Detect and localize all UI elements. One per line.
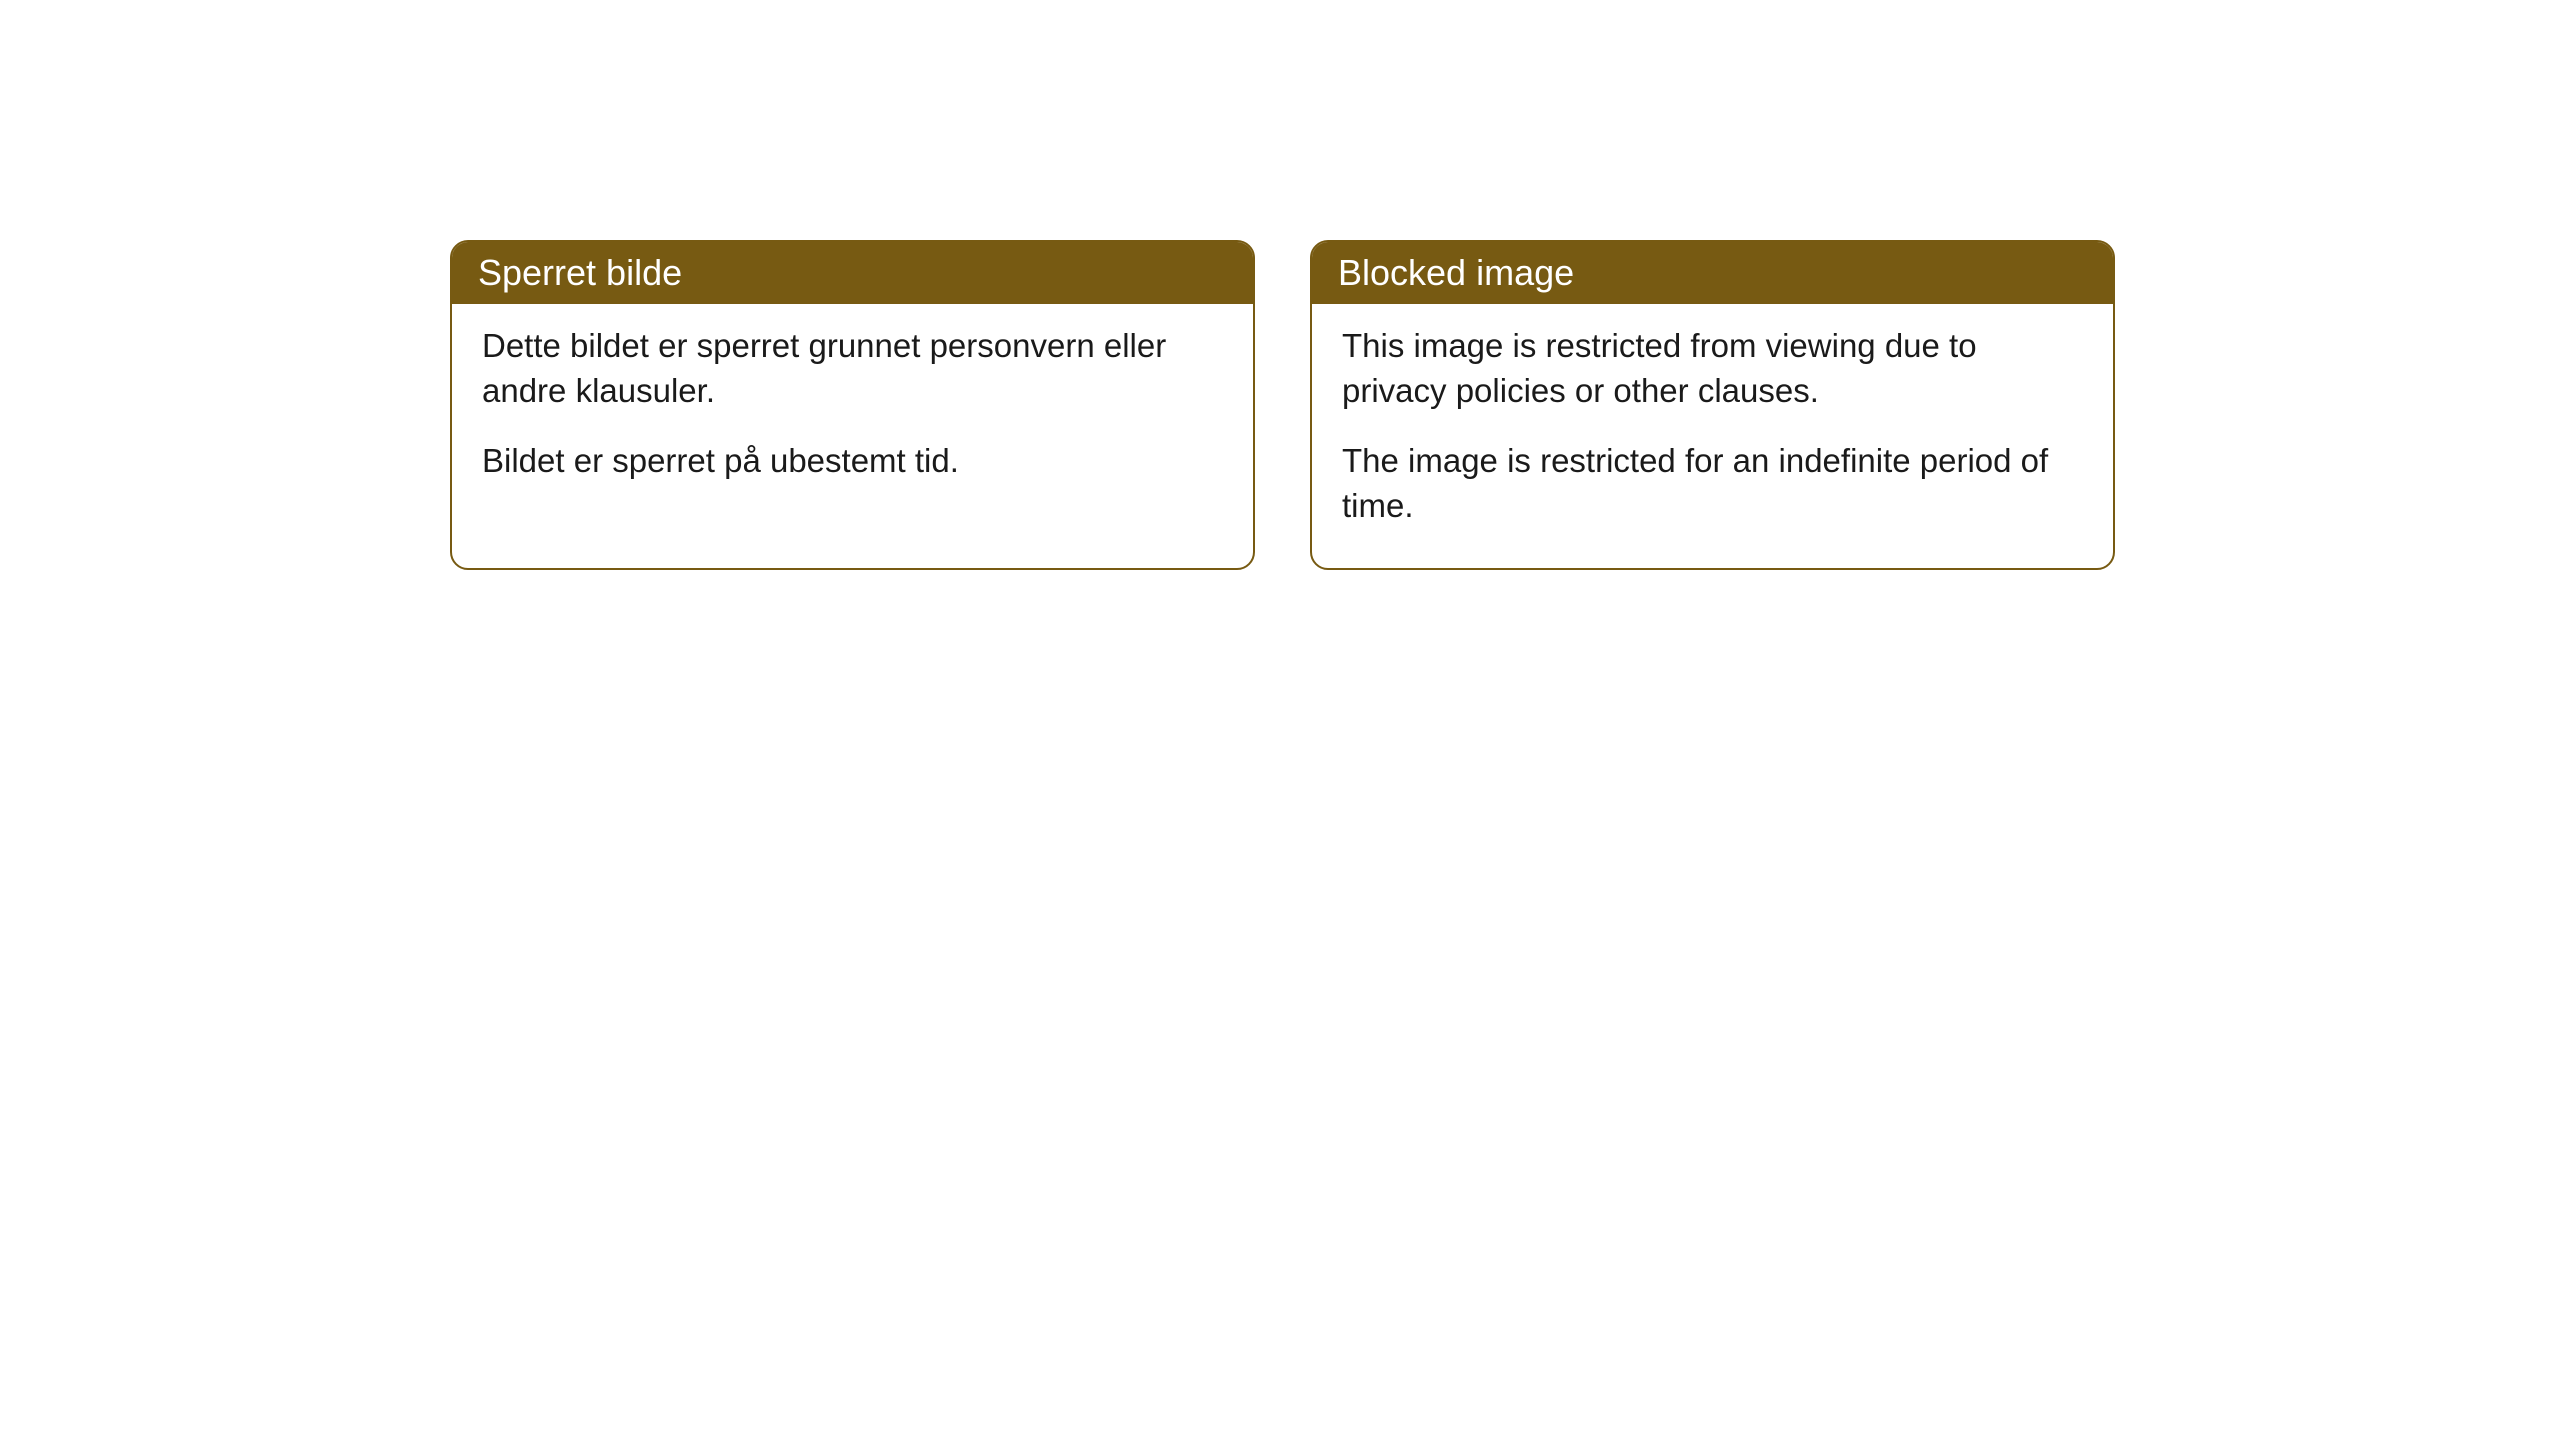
card-body-no: Dette bildet er sperret grunnet personve… [452, 304, 1253, 524]
card-text-en-2: The image is restricted for an indefinit… [1342, 439, 2083, 528]
card-title-no: Sperret bilde [478, 252, 682, 293]
card-text-no-2: Bildet er sperret på ubestemt tid. [482, 439, 1223, 484]
card-text-en-1: This image is restricted from viewing du… [1342, 324, 2083, 413]
card-header-en: Blocked image [1312, 242, 2113, 304]
card-body-en: This image is restricted from viewing du… [1312, 304, 2113, 568]
cards-container: Sperret bilde Dette bildet er sperret gr… [450, 240, 2560, 570]
blocked-image-card-en: Blocked image This image is restricted f… [1310, 240, 2115, 570]
blocked-image-card-no: Sperret bilde Dette bildet er sperret gr… [450, 240, 1255, 570]
card-text-no-1: Dette bildet er sperret grunnet personve… [482, 324, 1223, 413]
card-title-en: Blocked image [1338, 252, 1574, 293]
card-header-no: Sperret bilde [452, 242, 1253, 304]
